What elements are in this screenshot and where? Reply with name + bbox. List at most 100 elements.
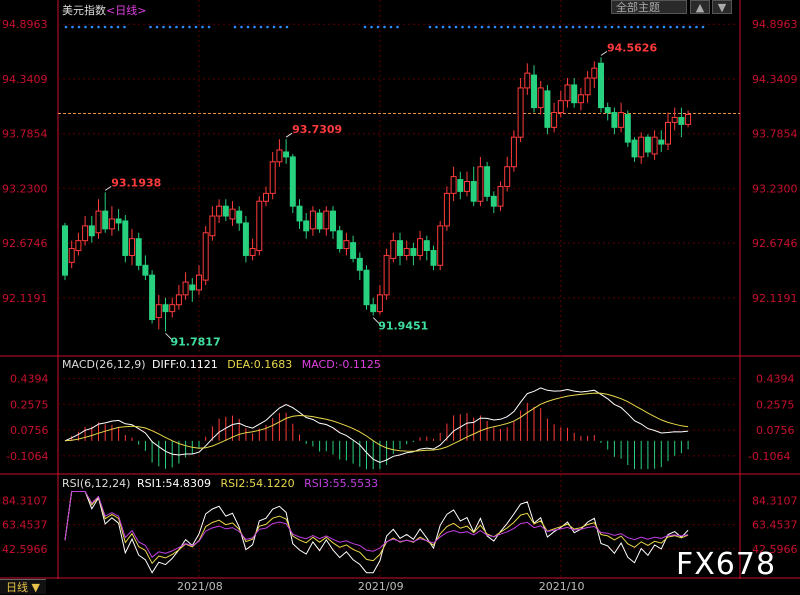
candle-body [470,181,477,202]
event-dot [272,25,276,29]
price-tick-left-5: 92.1191 [2,292,48,305]
candle-body [309,210,316,230]
macd-tick-right-1: 0.2575 [756,398,795,411]
annotation-high-4: 94.5626 [607,41,657,54]
annotation-pointer-0 [104,185,112,191]
candle-body [618,112,625,128]
event-dot [591,25,594,29]
candle-body [497,185,504,207]
event-dot [623,25,627,29]
macd-tick-left-2: 0.0756 [10,424,49,437]
macd-tick-left-0: 0.4394 [10,373,49,386]
rsi-tick-right-1: 63.4537 [752,519,798,532]
candle-body [430,250,437,266]
candle-body [611,112,618,128]
candle-body [68,248,75,263]
candle-body [417,238,424,256]
rsi-tick-left-1: 63.4537 [2,519,48,532]
candle-body [551,112,558,128]
candle-body [276,149,283,163]
candle-body [390,240,397,259]
event-dot [649,25,653,29]
rsi1-value: RSI1:54.8309 [136,477,212,490]
candle-body [591,67,598,79]
macd-tick-right-2: 0.0756 [756,424,795,437]
event-dot [279,25,282,29]
candle-body [209,215,216,237]
candle-body [142,264,149,276]
event-dot [90,25,94,29]
grid-lines [0,0,800,579]
event-dot [285,25,289,29]
macd-tick-right-0: 0.4394 [756,373,795,386]
candle-body [531,74,537,109]
scroll-down-button[interactable]: ▼ [712,0,732,14]
candle-body [504,166,511,187]
event-dot [636,25,640,29]
theme-selector-button[interactable]: 全部主题 [611,0,687,14]
annotation-low-3: 91.9451 [378,320,428,333]
price-tick-left-2: 93.7854 [2,128,48,141]
candle-body [323,210,330,230]
candle-body [75,240,82,252]
candle-body [437,225,444,266]
event-dot [103,25,107,29]
x-label-0: 2021/08 [177,580,223,593]
candle-body [376,294,383,313]
event-dot [643,25,646,29]
price-tick-left-1: 94.3409 [2,73,48,86]
event-dot [207,25,211,29]
instrument-name: 美元指数 [62,4,106,17]
candle-body [464,181,470,192]
scroll-up-button[interactable]: ▲ [690,0,710,14]
candle-body [423,240,430,252]
candle-body [537,87,544,109]
candle-body [577,94,584,104]
candle-body [102,210,109,230]
candle-body [330,210,336,232]
rsi-title: RSI(6,12,24) [62,477,131,490]
event-dot [578,25,581,29]
event-dot [474,25,477,29]
candle-body [343,240,350,250]
price-tick-right-1: 94.3409 [752,73,798,86]
candle-body [62,225,68,276]
event-dot [558,25,562,29]
macd-legend: MACD(26,12,9) DIFF:0.1121 DEA:0.1683 MAC… [62,358,387,371]
event-dot [552,25,555,29]
candle-body [477,166,484,202]
annotation-pointer-3 [372,317,380,324]
rsi-tick-left-2: 42.5966 [2,543,48,556]
candle-body [149,274,156,321]
candle-body [524,72,531,89]
event-dot [246,25,250,29]
candle-body [229,208,236,220]
period-tab-daily[interactable]: 日线 ▼ [0,579,46,594]
candle-body [196,274,202,291]
event-dot [662,25,666,29]
candle-body [289,156,296,207]
event-dot [110,25,113,29]
annotation-pointer-1 [165,332,172,340]
candle-body [598,62,604,109]
event-dot [630,25,633,29]
candle-body [303,220,310,232]
event-dot [97,25,100,29]
period-label[interactable]: <日线> [106,4,147,17]
candle-body [397,240,403,256]
candle-body [658,139,665,145]
candle-body [410,248,417,256]
candle-body [296,205,303,222]
event-dot [383,25,386,29]
event-dot [597,25,601,29]
rsi-tick-right-0: 84.3107 [752,494,798,507]
event-dot [77,25,81,29]
macd-histogram [71,402,689,470]
event-dot [376,25,380,29]
event-dot [467,25,471,29]
candle-body [564,84,571,102]
candle-body [685,114,692,125]
candlestick-series[interactable] [62,57,692,332]
event-dot [162,25,165,29]
